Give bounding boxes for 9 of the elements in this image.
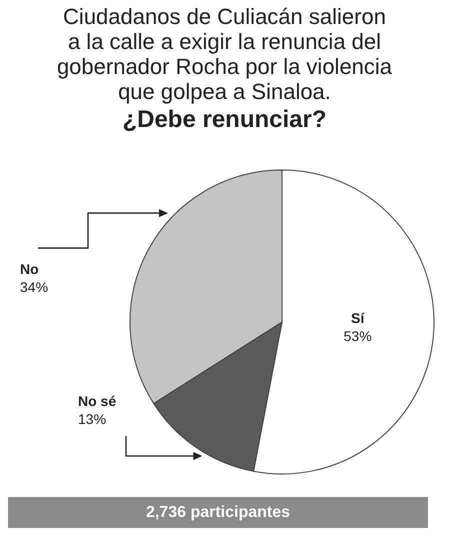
data-label: 34% [20, 279, 48, 296]
slice-label: No sé [78, 393, 116, 409]
slice-label: No [20, 261, 39, 278]
text: 2,736 participantes [8, 497, 428, 528]
data-label: 13% [78, 411, 106, 427]
chart-title: Ciudadanos de Culiacán salieron a la calle a exigir la renuncia del gobernador Rocha por la violencia que golpea a Sinaloa. [56, 4, 394, 104]
slice-label: Sí [351, 310, 366, 326]
chart-subtitle: ¿Debe renunciar? [121, 106, 328, 134]
data-label: 53% [344, 328, 372, 344]
